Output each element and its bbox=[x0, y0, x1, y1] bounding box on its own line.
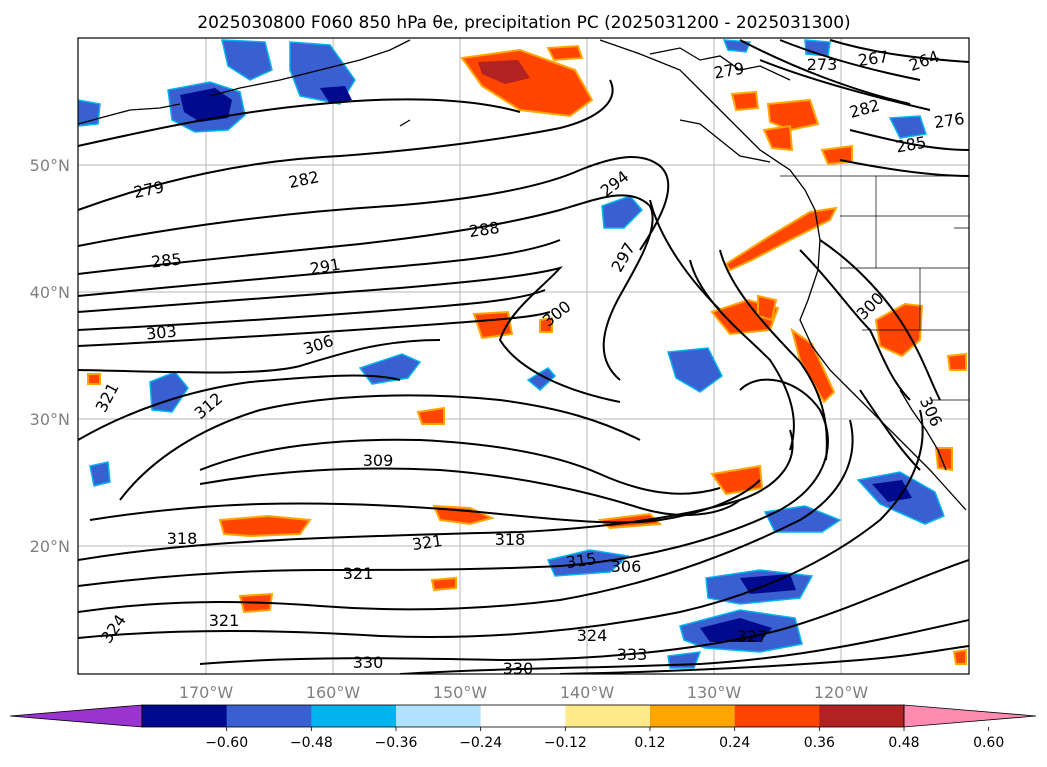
colorbar-tick-label: 0.60 bbox=[973, 735, 1004, 751]
colorbar-tick-label: −0.36 bbox=[375, 735, 418, 751]
lon-label: 120°W bbox=[814, 683, 869, 702]
contour-label: 321 bbox=[343, 564, 374, 583]
contour-label: 330 bbox=[503, 659, 534, 678]
contour-label: 318 bbox=[495, 530, 526, 549]
lon-label: 130°W bbox=[687, 683, 742, 702]
colorbar-tick-label: 0.24 bbox=[719, 735, 750, 751]
colorbar-tick-label: 0.36 bbox=[804, 735, 835, 751]
figure-title: 2025030800 F060 850 hPa θe, precipitatio… bbox=[197, 13, 850, 33]
lon-label: 150°W bbox=[433, 683, 488, 702]
contour-label: 285 bbox=[150, 249, 182, 271]
map-frame bbox=[77, 37, 970, 675]
colorbar-tick-label: 0.48 bbox=[888, 735, 919, 751]
colorbar: −0.60 −0.48 −0.36 −0.24 −0.12 0.12 0.24 0.36 0.4… bbox=[9, 704, 1037, 751]
colorbar-segment bbox=[396, 705, 482, 727]
contour-label: 333 bbox=[617, 645, 648, 664]
contour-labels: 279 282 285 288 291 294 297 300 303 306 … bbox=[92, 47, 966, 678]
contour-label: 324 bbox=[577, 626, 608, 645]
contour-label: 276 bbox=[933, 109, 966, 132]
contour-label: 306 bbox=[611, 557, 642, 576]
contour-label: 267 bbox=[857, 47, 890, 70]
lat-label: 30°N bbox=[30, 410, 70, 429]
colorbar-extend-min bbox=[9, 704, 143, 728]
colorbar-segment bbox=[734, 705, 820, 727]
lat-label: 40°N bbox=[30, 283, 70, 302]
latitude-labels: 50°N 40°N 30°N 20°N bbox=[30, 156, 70, 556]
contour-label: 288 bbox=[468, 218, 501, 241]
colorbar-tick-label: −0.24 bbox=[459, 735, 502, 751]
colorbar-segment bbox=[480, 705, 566, 727]
contour-label: 318 bbox=[167, 529, 198, 548]
lon-label: 160°W bbox=[306, 683, 361, 702]
colorbar-segment bbox=[565, 705, 651, 727]
longitude-labels: 170°W 160°W 150°W 140°W 130°W 120°W bbox=[179, 683, 869, 702]
contour-label: 321 bbox=[209, 611, 240, 630]
contour-label: 303 bbox=[145, 321, 177, 343]
contour-label: 330 bbox=[353, 653, 384, 672]
colorbar-segment bbox=[650, 705, 736, 727]
lon-label: 170°W bbox=[179, 683, 234, 702]
map-panel: 279 282 285 288 291 294 297 300 303 306 … bbox=[77, 37, 970, 678]
colorbar-extend-max bbox=[903, 704, 1037, 728]
contour-label: 315 bbox=[565, 549, 598, 572]
lon-label: 140°W bbox=[560, 683, 615, 702]
colorbar-segment bbox=[819, 705, 905, 727]
contour-label: 327 bbox=[737, 627, 768, 646]
map-background bbox=[78, 38, 969, 674]
precip-positive-areas bbox=[87, 44, 967, 665]
borders bbox=[780, 175, 969, 401]
colorbar-segment bbox=[311, 705, 397, 727]
colorbar-frame bbox=[141, 704, 905, 728]
colorbar-segment bbox=[142, 705, 228, 727]
contour-label: 273 bbox=[807, 55, 838, 74]
contour-label: 321 bbox=[411, 531, 444, 554]
lat-label: 50°N bbox=[30, 156, 70, 175]
colorbar-segment bbox=[226, 705, 312, 727]
colorbar-tick-label: −0.12 bbox=[544, 735, 587, 751]
lat-label: 20°N bbox=[30, 537, 70, 556]
theta-e-contours bbox=[78, 39, 969, 674]
colorbar-tick-label: −0.48 bbox=[290, 735, 333, 751]
colorbar-tick-label: 0.12 bbox=[634, 735, 665, 751]
colorbar-tick-label: −0.60 bbox=[205, 735, 248, 751]
contour-label: 309 bbox=[363, 451, 394, 470]
